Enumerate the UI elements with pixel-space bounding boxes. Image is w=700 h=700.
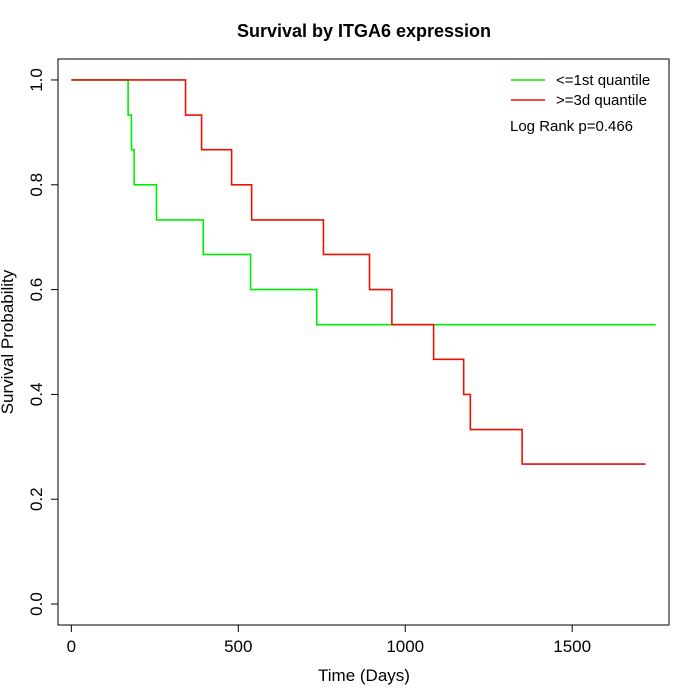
legend-label-1: >=3d quantile — [556, 92, 647, 109]
y-axis-label: Survival Probability — [0, 269, 17, 414]
y-tick-label: 0.8 — [27, 173, 46, 197]
series-line-1 — [71, 79, 646, 465]
x-tick-label: 500 — [224, 637, 252, 656]
y-tick-label: 1.0 — [27, 68, 46, 92]
y-tick-label: 0.2 — [27, 487, 46, 511]
x-axis: 0 500 1000 1500 — [67, 624, 591, 656]
plot-frame — [57, 58, 670, 626]
y-axis: 0.0 0.2 0.4 0.6 0.8 1.0 — [27, 68, 59, 616]
x-tick-label: 1500 — [553, 637, 591, 656]
chart-title: Survival by ITGA6 expression — [237, 21, 491, 41]
log-rank-annotation: Log Rank p=0.466 — [510, 118, 633, 135]
legend: <=1st quantile >=3d quantile — [511, 72, 650, 109]
x-tick-label: 0 — [67, 637, 76, 656]
x-axis-label: Time (Days) — [318, 666, 410, 685]
y-tick-label: 0.6 — [27, 278, 46, 302]
legend-label-0: <=1st quantile — [556, 72, 650, 89]
series-line-0 — [71, 79, 656, 326]
x-tick-label: 1000 — [386, 637, 424, 656]
series-layer — [71, 79, 656, 465]
y-tick-label: 0.0 — [27, 592, 46, 616]
y-tick-label: 0.4 — [27, 383, 46, 407]
